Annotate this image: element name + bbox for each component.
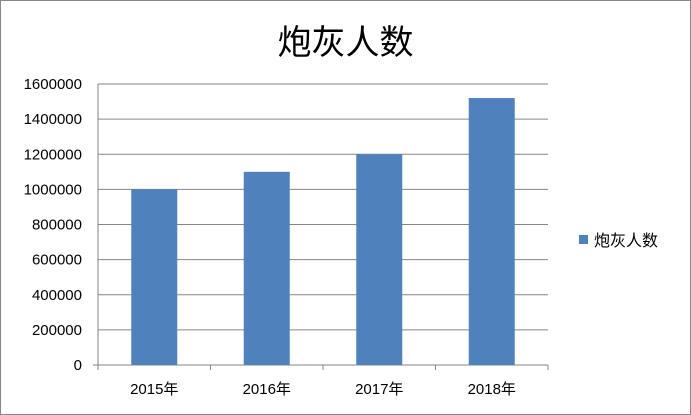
y-tick-label: 1600000 <box>24 76 82 93</box>
x-tick-label: 2018年 <box>468 381 516 398</box>
bar-2016年 <box>243 171 290 365</box>
y-tick-label: 0 <box>74 357 82 374</box>
y-tick-label: 400000 <box>32 287 82 304</box>
legend-label: 炮灰人数 <box>594 231 659 250</box>
legend: 炮灰人数 <box>579 227 658 251</box>
y-tick-label: 600000 <box>32 252 82 269</box>
x-tick-label: 2017年 <box>355 381 403 398</box>
y-tick-label: 1200000 <box>24 146 82 163</box>
x-tick-label: 2016年 <box>243 381 291 398</box>
y-tick-label: 200000 <box>32 322 82 339</box>
chart-title: 炮灰人数 <box>277 23 414 63</box>
y-tick-label: 800000 <box>32 217 82 234</box>
bar-2017年 <box>356 154 403 365</box>
y-tick-label: 1000000 <box>24 181 82 198</box>
y-tick-label: 1400000 <box>24 111 82 128</box>
bar-2015年 <box>131 189 178 365</box>
bar-2018年 <box>468 98 515 366</box>
legend-swatch <box>579 234 588 244</box>
x-tick-label: 2015年 <box>130 381 178 398</box>
